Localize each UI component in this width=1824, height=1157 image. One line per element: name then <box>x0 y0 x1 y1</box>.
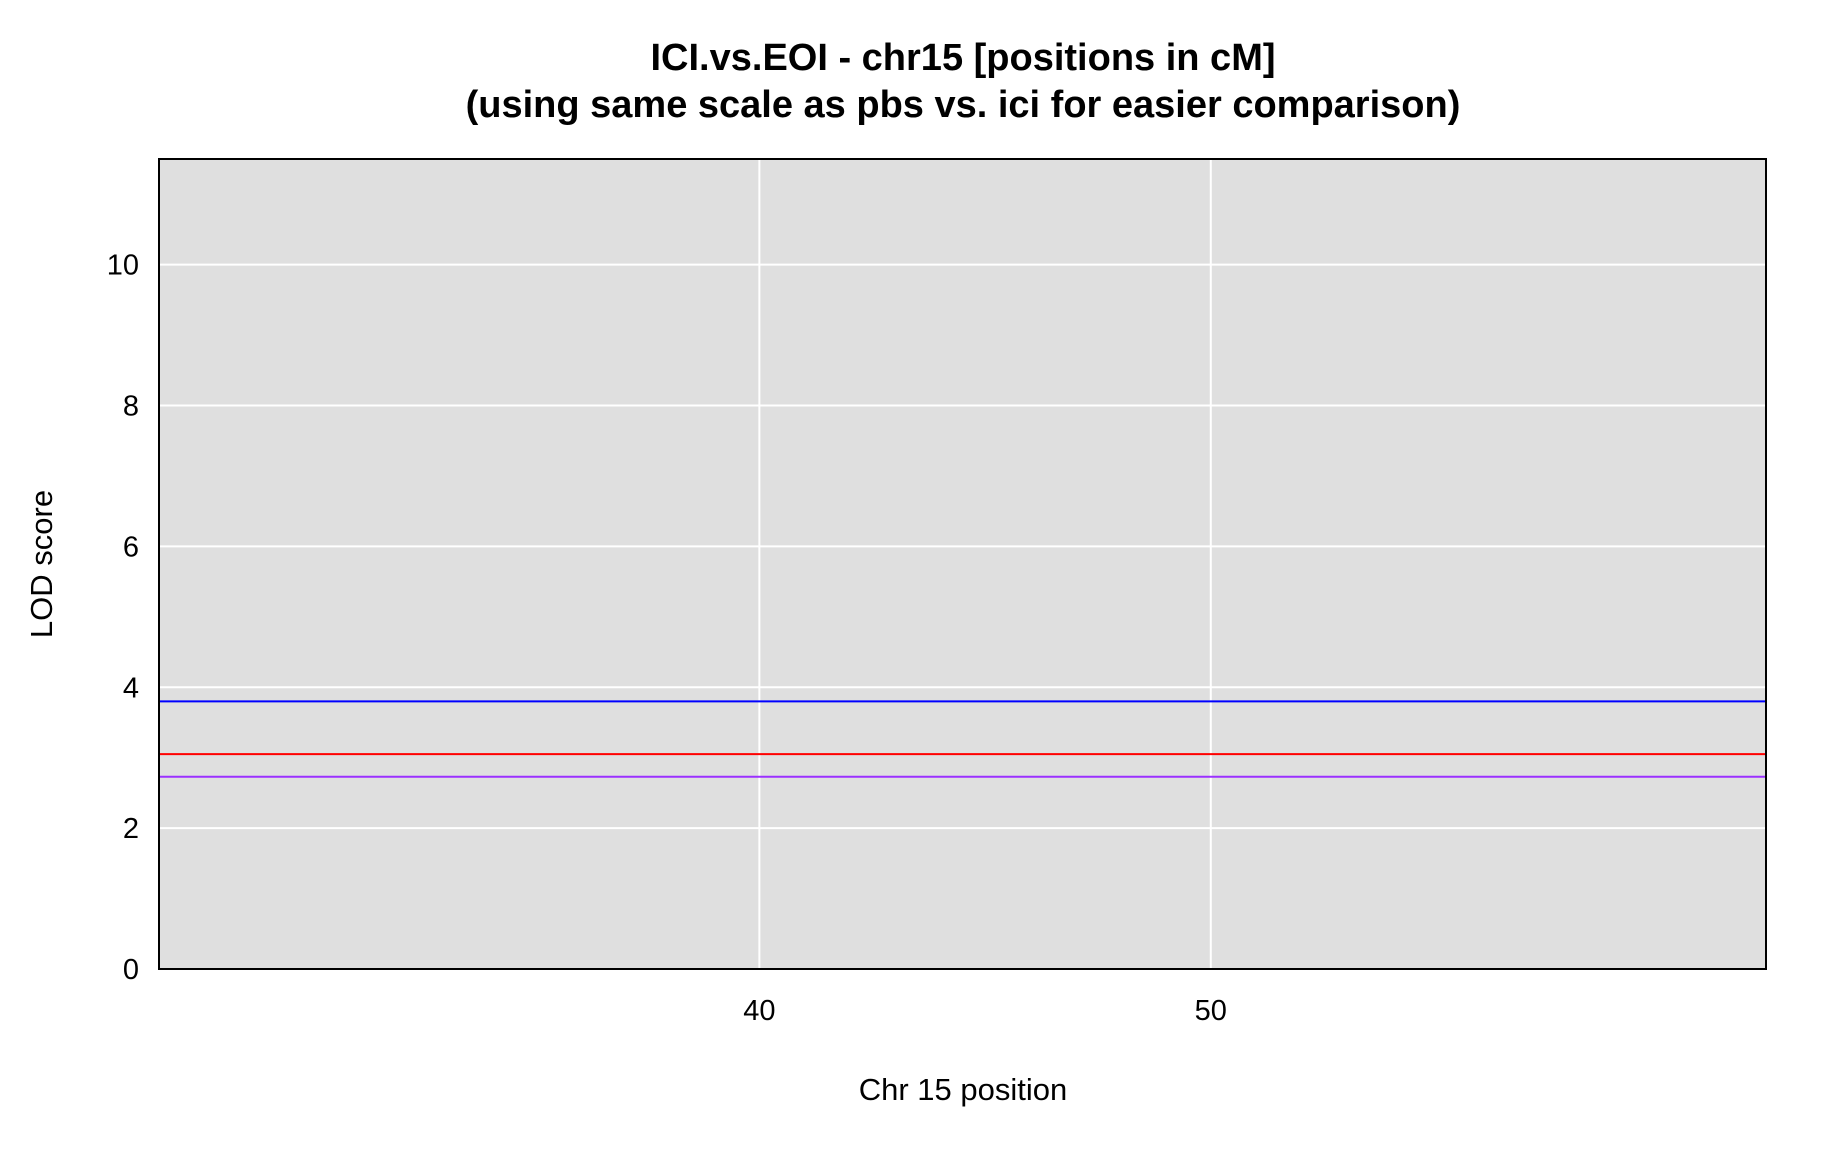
y-tick-label: 6 <box>123 531 139 563</box>
y-axis-ticks: 0 2 4 6 8 10 <box>107 250 139 986</box>
y-tick-label: 2 <box>123 813 139 845</box>
x-axis-label: Chr 15 position <box>859 1072 1068 1107</box>
y-tick-label: 0 <box>123 954 139 986</box>
chart-subtitle: (using same scale as pbs vs. ici for eas… <box>466 84 1461 126</box>
plot-background <box>159 159 1766 969</box>
y-tick-label: 8 <box>123 391 139 423</box>
x-axis-ticks: 40 50 <box>743 995 1227 1027</box>
chart-title: ICI.vs.EOI - chr15 [positions in cM] <box>651 37 1276 79</box>
x-tick-label: 50 <box>1195 995 1227 1027</box>
y-axis-label: LOD score <box>24 490 59 638</box>
y-tick-label: 10 <box>107 250 139 282</box>
x-tick-label: 40 <box>743 995 775 1027</box>
y-tick-label: 4 <box>123 672 139 704</box>
plot-frame <box>158 158 1767 970</box>
grid-lines <box>159 159 1766 969</box>
series-lines <box>159 700 1766 778</box>
